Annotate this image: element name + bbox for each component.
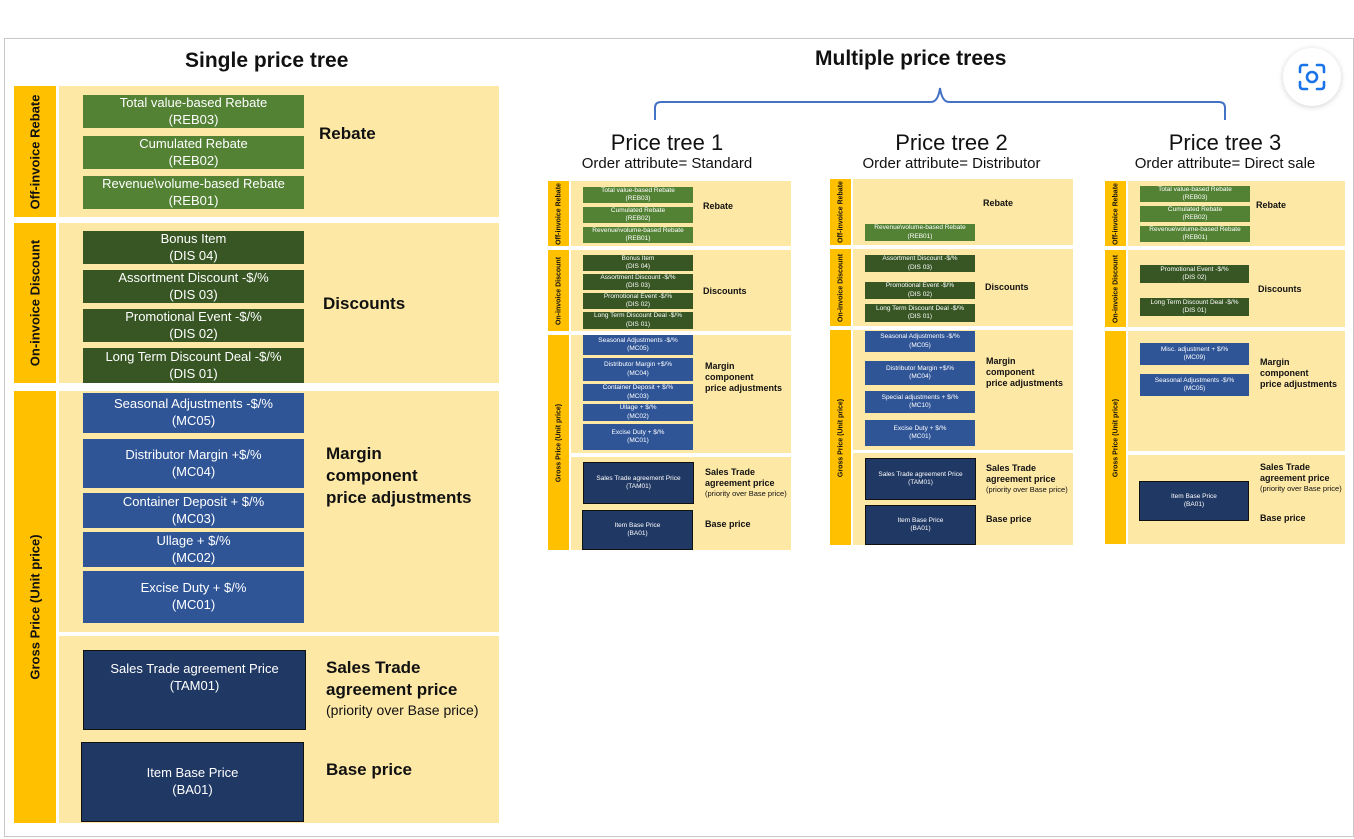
discounts-label: Discounts [1258, 284, 1302, 294]
tree-1-header: Price tree 1 Order attribute= Standard [581, 130, 753, 173]
rebate-box: Revenue\volume-based Rebate (REB01) [1140, 226, 1250, 242]
bar-on-invoice-discount: On-invoice Discount [14, 223, 56, 383]
discounts-label: Discounts [703, 286, 747, 296]
multi-tree-title: Multiple price trees [815, 47, 1007, 70]
bar-gross-price: Gross Price (Unit price) [830, 330, 851, 545]
margin-box: Seasonal Adjustments -$/% (MC05) [865, 331, 975, 352]
discount-box: Promotional Event -$/% (DIS 02) [583, 293, 693, 309]
bar-gross-price: Gross Price (Unit price) [1105, 331, 1126, 544]
discount-box: Long Term Discount Deal -$/% (DIS 01) [865, 304, 975, 322]
margin-label: Margin component price adjustments [1260, 357, 1338, 389]
margin-label: Margin component price adjustments [326, 444, 472, 507]
bar-off-invoice-rebate: Off-invoice Rebate [548, 181, 569, 246]
trade-agreement-box: Sales Trade agreement Price (TAM01) [83, 650, 306, 730]
rebate-box: Cumulated Rebate (REB02) [583, 207, 693, 223]
margin-box: Special adjustments + $/% (MC10) [865, 391, 975, 413]
margin-box: Excise Duty + $/% (MC01) [583, 424, 693, 450]
rebate-box: Revenue\volume-based Rebate (REB01) [83, 176, 304, 209]
trade-agreement-box: Sales Trade agreement Price (TAM01) [583, 462, 694, 504]
rebate-box: Total value-based Rebate (REB03) [583, 187, 693, 203]
bar-off-invoice-rebate: Off-invoice Rebate [14, 86, 56, 217]
base-price-box: Item Base Price (BA01) [865, 505, 976, 545]
margin-label: Margin component price adjustments [705, 361, 783, 393]
margin-box: Excise Duty + $/% (MC01) [83, 571, 304, 623]
base-price-box: Item Base Price (BA01) [1139, 481, 1249, 521]
bar-off-invoice-rebate: Off-invoice Rebate [830, 179, 851, 245]
trade-agreement-box: Sales Trade agreement Price (TAM01) [865, 458, 976, 500]
base-price-box: Item Base Price (BA01) [582, 510, 693, 550]
camera-scan-icon [1298, 63, 1326, 91]
rebate-box: Total value-based Rebate (REB03) [1140, 186, 1250, 202]
margin-box: Seasonal Adjustments -$/% (MC05) [583, 335, 693, 355]
discount-box: Promotional Event -$/% (DIS 02) [865, 282, 975, 299]
margin-box: Distributor Margin +$/% (MC04) [83, 439, 304, 488]
discount-box: Promotional Event -$/% (DIS 02) [83, 309, 304, 342]
trade-label: Sales Trade agreement price (priority ov… [326, 658, 479, 718]
rebate-label: Rebate [983, 198, 1014, 208]
margin-label: Margin component price adjustments [986, 356, 1064, 388]
tree-brace [654, 87, 1226, 120]
bar-on-invoice-discount: On-invoice Discount [1105, 250, 1126, 327]
discounts-label: Discounts [323, 294, 406, 313]
discount-box: Promotional Event -$/% (DIS 02) [1140, 265, 1249, 283]
base-price-box: Item Base Price (BA01) [81, 742, 304, 822]
trade-label: Sales Trade agreement price (priority over… [1260, 462, 1342, 493]
margin-box: Container Deposit + $/% (MC03) [583, 384, 693, 401]
bar-on-invoice-discount: On-invoice Discount [830, 249, 851, 326]
rebate-box: Revenue\volume-based Rebate (REB01) [865, 224, 975, 241]
rebate-box: Total value-based Rebate (REB03) [83, 95, 304, 128]
margin-box: Ullage + $/% (MC02) [583, 404, 693, 421]
discount-box: Long Term Discount Deal -$/% (DIS 01) [83, 348, 304, 383]
base-price-label: Base price [1260, 513, 1306, 523]
rebate-label: Rebate [319, 124, 376, 143]
trade-label: Sales Trade agreement price (priority over… [705, 467, 787, 498]
base-price-label: Base price [705, 519, 751, 529]
base-price-label: Base price [326, 760, 412, 779]
bar-on-invoice-discount: On-invoice Discount [548, 250, 569, 331]
tree-2-header: Price tree 2 Order attribute= Distributo… [862, 130, 1041, 173]
trade-label: Sales Trade agreement price (priority over… [986, 463, 1068, 494]
margin-box: Seasonal Adjustments -$/% (MC05) [83, 393, 304, 433]
margin-box: Excise Duty + $/% (MC01) [865, 420, 975, 446]
margin-box: Seasonal Adjustments -$/% (MC05) [1140, 374, 1249, 396]
margin-box: Misc. adjustment + $/% (MC09) [1140, 343, 1249, 365]
tree-3-header: Price tree 3 Order attribute= Direct sal… [1134, 130, 1316, 173]
margin-box: Distributor Margin +$/% (MC04) [865, 361, 975, 385]
discount-box: Bonus Item (DIS 04) [583, 255, 693, 271]
discount-box: Long Term Discount Deal -$/% (DIS 01) [1140, 298, 1249, 316]
rebate-label: Rebate [703, 201, 734, 211]
margin-box: Ullage + $/% (MC02) [83, 532, 304, 567]
rebate-label: Rebate [1256, 200, 1287, 210]
bar-gross-price: Gross Price (Unit price) [14, 391, 56, 823]
rebate-box: Revenue\volume-based Rebate (REB01) [583, 227, 693, 243]
rebate-box: Cumulated Rebate (REB02) [83, 136, 304, 169]
margin-box: Container Deposit + $/% (MC03) [83, 493, 304, 528]
visual-search-button[interactable] [1283, 48, 1341, 106]
discount-box: Bonus Item (DIS 04) [83, 231, 304, 264]
rebate-box: Cumulated Rebate (REB02) [1140, 206, 1250, 222]
bar-gross-price: Gross Price (Unit price) [548, 335, 569, 550]
margin-box: Distributor Margin +$/% (MC04) [583, 358, 693, 381]
bar-off-invoice-rebate: Off-invoice Rebate [1105, 181, 1126, 246]
base-price-label: Base price [986, 514, 1032, 524]
discount-box: Assortment Discount -$/% (DIS 03) [865, 255, 975, 272]
single-tree-title: Single price tree [185, 49, 349, 72]
discount-box: Assortment Discount -$/% (DIS 03) [583, 274, 693, 290]
discounts-label: Discounts [985, 282, 1029, 292]
discount-box: Assortment Discount -$/% (DIS 03) [83, 270, 304, 303]
discount-box: Long Term Discount Deal -$/% (DIS 01) [583, 312, 693, 329]
